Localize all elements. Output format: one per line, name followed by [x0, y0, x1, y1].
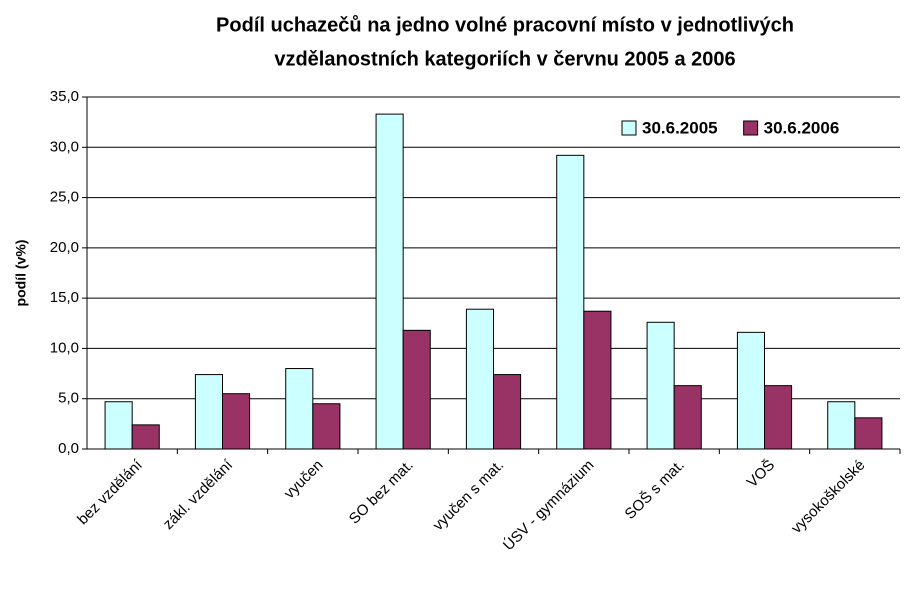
y-tick-label: 35,0 — [50, 88, 79, 105]
bar — [827, 401, 856, 450]
x-tick-label: ÚSV - gymnázium — [500, 457, 597, 554]
x-tick-label: vysokoškolské — [788, 457, 868, 537]
chart-title: Podíl uchazečů na jedno volné pracovní m… — [216, 14, 794, 36]
legend-label: 30.6.2005 — [642, 118, 718, 137]
bar — [493, 374, 522, 450]
x-tick-label: zákl. vzdělání — [160, 456, 237, 533]
bar — [131, 424, 160, 450]
bar — [402, 329, 431, 450]
x-tick-label: vyučen s mat. — [430, 457, 507, 534]
bar — [312, 403, 341, 450]
x-tick-label: SOŠ s mat. — [622, 457, 688, 523]
bar — [194, 374, 223, 450]
bar — [375, 113, 404, 450]
bar — [673, 385, 702, 450]
x-tick-label: VOŠ — [744, 457, 778, 491]
bar — [222, 393, 251, 450]
y-tick-label: 30,0 — [50, 138, 79, 155]
bar — [646, 321, 675, 450]
legend-label: 30.6.2006 — [764, 118, 840, 137]
legend-swatch — [743, 120, 759, 136]
x-tick-label: SO bez mat. — [346, 457, 417, 528]
bar — [583, 310, 612, 450]
y-tick-label: 15,0 — [50, 289, 79, 306]
bar — [736, 331, 766, 450]
y-tick-label: 20,0 — [50, 239, 79, 256]
bar — [285, 368, 314, 450]
legend-swatch — [621, 120, 637, 136]
y-tick-label: 0,0 — [58, 440, 79, 457]
bar — [556, 154, 585, 450]
x-tick-label: vyučen — [281, 457, 327, 503]
bar — [465, 308, 494, 450]
y-tick-label: 10,0 — [50, 339, 79, 356]
x-tick-label: bez vzdělání — [74, 456, 146, 528]
bar — [104, 401, 133, 450]
y-tick-label: 5,0 — [58, 390, 79, 407]
y-tick-label: 25,0 — [50, 189, 79, 206]
bar — [854, 417, 883, 450]
chart-title: vzdělanostních kategoriích v červnu 2005… — [274, 48, 735, 70]
bar — [764, 385, 793, 450]
y-axis-label: podíl (v%) — [13, 240, 29, 307]
